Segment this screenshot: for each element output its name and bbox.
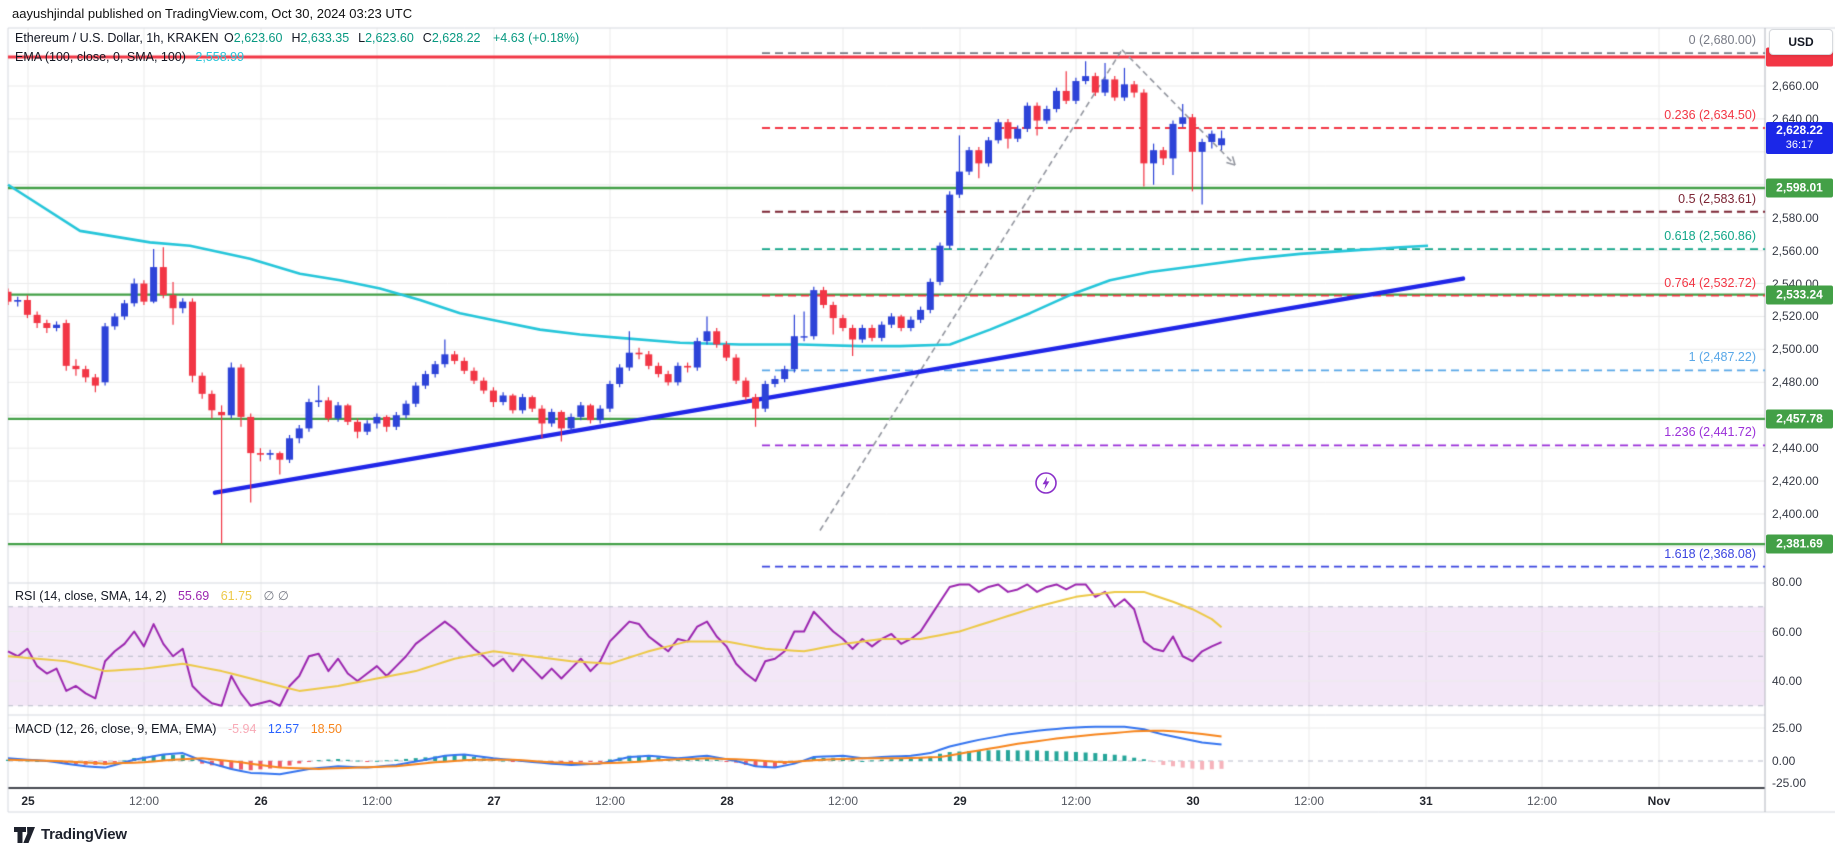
time-tick: 30 [1186,794,1200,808]
rsi-tick: 80.00 [1772,575,1803,589]
macd-legend: MACD (12, 26, close, 9, EMA, EMA) -5.94 … [15,722,342,736]
tradingview-wordmark: TradingView [41,826,127,843]
fib-level-label: 1.618 (2,368.08) [1664,546,1756,561]
last-price: 2,628.22 [1776,123,1823,137]
ohlc-number: 2,633.35 [300,31,350,45]
price-tick: 2,660.00 [1772,79,1819,93]
price-tick: 2,560.00 [1772,243,1819,258]
rsi-tick: 60.00 [1772,624,1803,639]
rsi-tick: 40.00 [1772,674,1803,688]
time-tick: 31 [1419,794,1433,808]
fib-level-label: 0.5 (2,583.61) [1678,191,1756,206]
fib-level-label: 1.236 (2,441.72) [1664,425,1756,440]
rsi-value: 55.69 [177,589,210,603]
time-tick: 27 [487,794,501,808]
fib-level-label: 0.764 (2,532.72) [1664,275,1756,290]
time-tick: 12:00 [827,794,859,808]
price-tick: 2,440.00 [1772,441,1819,456]
level-price-badge: 2,533.24 [1766,285,1833,305]
time-tick: 29 [953,794,967,808]
ohlc-number: 2,628.22 [431,31,481,45]
ohlc-values: O2,623.60 H2,633.35 L2,623.60 C2,628.22 [222,31,487,45]
ohlc-letter: L [358,31,366,45]
ohlc-letter: O [224,31,234,45]
macd-value: 12.57 [267,722,300,736]
ohlc-letter: H [291,31,301,45]
price-tick: 2,420.00 [1772,474,1819,489]
macd-hist-value: -5.94 [227,722,257,736]
ema-label: EMA (100, close, 0, SMA, 100) [15,50,186,64]
bar-countdown: 36:17 [1785,139,1814,151]
time-tick: 12:00 [594,794,626,808]
rsi-label: RSI (14, close, SMA, 14, 2) [15,589,167,603]
price-tick: 2,520.00 [1772,309,1819,324]
price-change: +4.63 (+0.18%) [492,31,580,45]
time-tick: 26 [254,794,268,808]
fib-level-label: 0 (2,680.00) [1688,33,1756,48]
lightning-bolt-icon[interactable] [1034,471,1058,495]
symbol-legend: Ethereum / U.S. Dollar, 1h, KRAKEN O2,62… [15,31,579,45]
time-tick: 12:00 [128,794,160,808]
ohlc-number: 2,623.60 [233,31,283,45]
ohlc-number: 2,623.60 [365,31,414,45]
level-price-badge: 2,598.01 [1766,178,1833,198]
symbol-title: Ethereum / U.S. Dollar, 1h, KRAKEN [15,31,219,45]
ema-value: 2,558.99 [195,50,245,64]
currency-button[interactable]: USD [1769,29,1833,55]
time-tick: 12:00 [1293,794,1325,808]
rsi-legend: RSI (14, close, SMA, 14, 2) 55.69 61.75 … [15,588,289,603]
tradingview-logo[interactable]: TradingView [14,826,127,843]
publish-note: aayushjindal published on TradingView.co… [12,6,413,21]
price-tick: 2,500.00 [1772,342,1819,357]
fib-level-label: 1 (2,487.22) [1688,350,1756,365]
fib-level-label: 0.618 (2,560.86) [1664,229,1756,244]
time-tick: 12:00 [361,794,393,808]
price-tick: 2,480.00 [1772,375,1819,390]
macd-label: MACD (12, 26, close, 9, EMA, EMA) [15,722,217,736]
fib-level-label: 0.236 (2,634.50) [1664,107,1756,122]
level-price-badge: 2,381.69 [1766,534,1833,554]
macd-tick: 0.00 [1772,754,1796,768]
price-tick: 2,580.00 [1772,210,1819,225]
rsi-ma-value: 61.75 [220,589,252,603]
time-tick: 12:00 [1060,794,1092,808]
tradingview-glyph [14,826,35,843]
time-tick: 12:00 [1526,794,1558,808]
macd-tick: -25.00 [1772,776,1807,790]
macd-signal-value: 18.50 [310,722,342,736]
time-tick: Nov [1647,794,1671,808]
time-tick: 25 [21,794,35,808]
price-tick: 2,400.00 [1772,507,1819,521]
last-price-badge: 2,628.22 36:17 [1766,122,1833,154]
level-price-badge: 2,457.78 [1766,409,1833,429]
time-tick: 28 [720,794,734,808]
ohlc-letter: C [422,31,432,45]
rsi-placeholders: ∅ ∅ [263,589,289,603]
macd-tick: 25.00 [1772,721,1803,735]
ema-legend: EMA (100, close, 0, SMA, 100) 2,558.99 [15,50,244,64]
